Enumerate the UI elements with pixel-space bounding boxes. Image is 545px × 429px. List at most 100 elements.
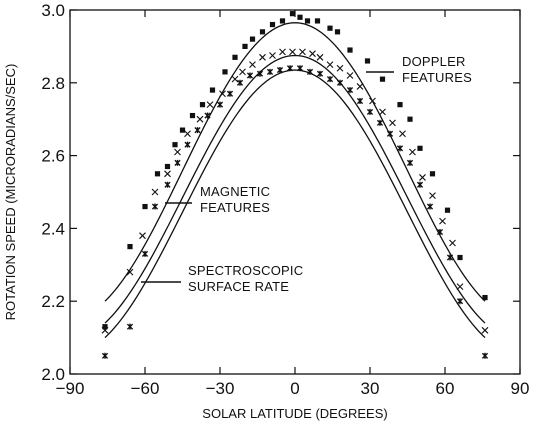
x-tick-label: 60 [436,379,455,398]
x-tick-label: −60 [131,379,160,398]
square-marker [457,254,463,261]
asterisk-marker [236,79,244,86]
x-marker [196,115,204,123]
x-tick-label: −90 [56,379,85,398]
asterisk-marker [336,79,344,86]
asterisk-marker [246,72,254,79]
x-marker [449,239,456,247]
square-marker [259,29,266,35]
annotation-magnetic-line2: FEATURES [200,200,270,215]
square-marker [164,163,171,170]
y-tick-label: 2.4 [41,219,65,238]
x-marker [456,283,464,291]
square-marker [154,171,161,177]
asterisk-marker [436,228,444,236]
x-marker [279,48,286,56]
square-marker [209,87,216,93]
square-marker [142,203,148,210]
square-marker [314,18,321,24]
x-marker [139,232,146,240]
asterisk-marker [266,68,274,75]
y-axis-label: ROTATION SPEED (MICRORADIANS/SEC) [3,64,18,321]
x-marker [206,101,214,109]
y-tick-label: 3.0 [41,1,65,20]
x-marker [356,83,364,90]
axis-ticks [69,9,521,375]
square-marker [417,145,423,151]
annotation-magnetic: MAGNETIC FEATURES [165,184,270,215]
x-marker [369,97,376,105]
square-marker [347,47,353,53]
x-marker [259,53,266,61]
x-marker [151,188,159,196]
x-marker [184,130,191,138]
asterisk-marker [316,70,324,77]
x-tick-label: 30 [361,379,380,398]
x-marker [419,174,426,181]
x-marker [439,217,446,225]
annotation-doppler-line2: FEATURES [402,70,472,85]
square-marker [379,76,386,82]
spectroscopic-curve [104,69,486,339]
square-marker [364,58,371,64]
x-marker [379,108,386,116]
x-marker [174,148,181,156]
square-marker [444,207,451,213]
square-marker [127,244,133,250]
x-marker [389,119,396,127]
annotation-spectroscopic: SPECTROSCOPIC SURFACE RATE [141,263,303,294]
x-marker [289,48,296,56]
x-marker [239,68,246,76]
square-marker [429,171,436,177]
x-marker [399,130,406,138]
square-marker [232,54,238,60]
square-marker [297,14,303,20]
x-marker [101,326,109,334]
y-tick-labels: 2.0 2.2 2.4 2.6 2.8 3.0 [41,1,65,384]
x-marker [316,53,324,61]
x-marker [219,90,226,98]
y-tick-label: 2.8 [41,74,65,93]
square-marker [222,69,228,75]
asterisk-marker [296,65,304,72]
y-tick-label: 2.2 [41,292,65,311]
x-marker [429,192,436,200]
x-marker [164,170,171,178]
asterisk-marker [386,130,394,137]
square-marker [172,142,178,148]
x-marker [269,52,276,59]
asterisk-marker [194,127,201,134]
asterisk-marker [256,70,264,77]
y-tick-label: 2.0 [41,365,65,384]
y-tick-label: 2.6 [41,147,65,166]
annotation-doppler: DOPPLER FEATURES [366,54,472,85]
x-tick-label: 0 [290,379,299,398]
asterisk-marker [164,181,171,188]
asterisk-marker [426,203,434,210]
square-marker [279,18,286,24]
square-marker [242,43,248,49]
x-marker [409,148,416,156]
square-marker [249,36,256,42]
square-marker [304,18,311,24]
x-marker [299,48,306,56]
asterisk-marker [174,159,181,166]
asterisk-marker [396,145,404,152]
x-marker [231,75,239,83]
x-tick-labels: −90 −60 −30 0 30 60 90 [56,379,530,398]
asterisk-marker [204,112,211,119]
x-axis-label: SOLAR LATITUDE (DEGREES) [202,406,387,421]
x-marker [309,50,316,58]
square-marker [269,21,276,28]
asterisk-marker [141,250,149,257]
square-marker [327,25,333,31]
x-tick-label: 90 [511,379,530,398]
x-marker [249,61,256,68]
x-marker [481,326,489,334]
square-marker [179,127,186,133]
asterisk-marker [286,65,294,72]
x-marker [326,61,334,68]
asterisk-marker [276,66,284,74]
asterisk-marker [101,352,109,359]
